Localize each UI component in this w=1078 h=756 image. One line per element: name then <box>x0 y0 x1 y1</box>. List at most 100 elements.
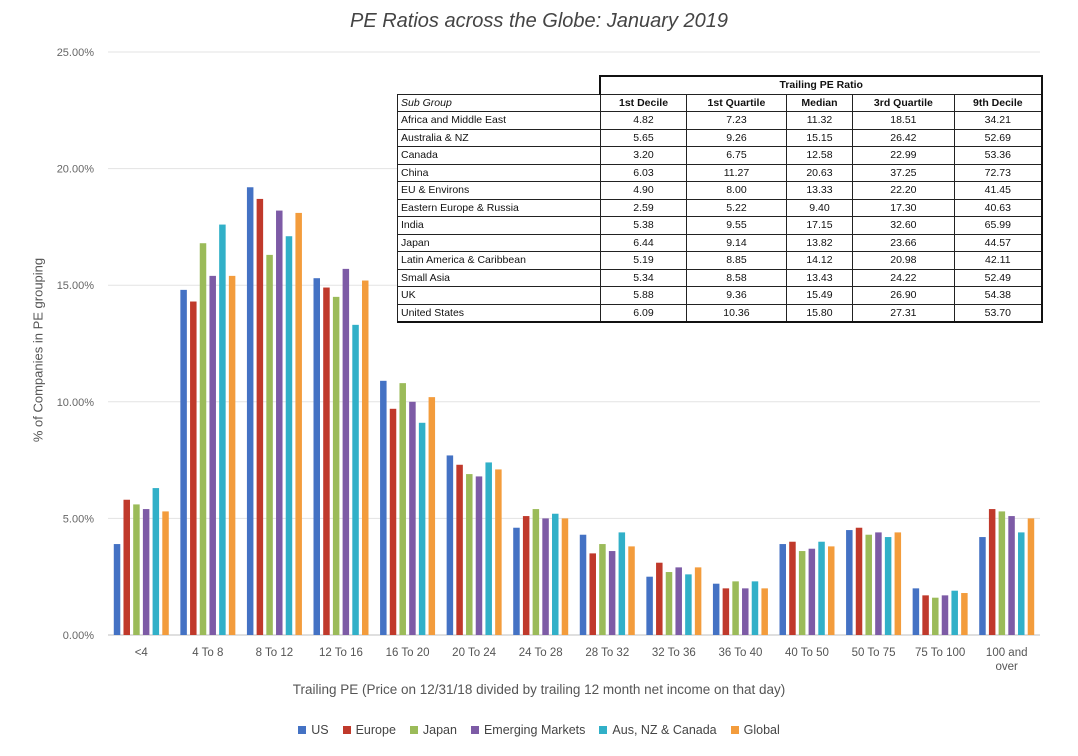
x-axis-label: Trailing PE (Price on 12/31/18 divided b… <box>292 682 786 697</box>
table-cell: 10.36 <box>686 303 787 323</box>
bar <box>362 280 369 635</box>
table-cell: 40.63 <box>953 198 1043 217</box>
legend-swatch <box>730 726 739 734</box>
bar <box>409 401 416 635</box>
bar <box>722 588 730 635</box>
y-tick-label: 25.00% <box>57 47 95 59</box>
table-cell: 9.55 <box>686 216 787 235</box>
bar <box>789 541 796 635</box>
bar <box>579 534 587 635</box>
table-cell: 5.22 <box>686 198 787 217</box>
table-cell: 26.42 <box>852 128 955 147</box>
bar <box>665 572 673 635</box>
table-cell: 23.66 <box>852 233 955 252</box>
bar <box>761 588 768 635</box>
bar <box>456 464 463 635</box>
table-cell: 41.45 <box>953 181 1043 200</box>
legend-swatch <box>599 726 608 734</box>
x-tick-label: 50 To 75 <box>852 647 896 659</box>
bar <box>912 588 920 635</box>
bar <box>798 551 806 635</box>
legend-item: Emerging Markets <box>470 723 585 737</box>
table-cell: 65.99 <box>953 216 1043 235</box>
bar <box>618 532 626 635</box>
table-cell: 9.26 <box>686 128 787 147</box>
bar <box>751 581 759 635</box>
bar <box>142 509 150 635</box>
table-cell: 14.12 <box>785 251 854 270</box>
legend-label: Aus, NZ & Canada <box>612 723 717 737</box>
table-row-name: China <box>397 163 601 182</box>
bar <box>818 541 825 635</box>
table-row: Africa and Middle East 4.82 7.23 11.32 18.51… <box>397 111 1043 130</box>
bar <box>495 469 502 635</box>
table-cell: 13.43 <box>785 268 854 287</box>
table-row: India 5.38 9.55 17.15 32.60 65.99 <box>397 216 1043 235</box>
table-cell: 3.20 <box>599 146 688 165</box>
x-tick-label: 12 To 16 <box>319 647 363 659</box>
table-cell: 13.82 <box>785 233 854 252</box>
bar <box>865 534 872 635</box>
bar <box>589 553 596 635</box>
bar <box>228 275 236 635</box>
table-cell: 18.51 <box>852 111 955 130</box>
bar <box>742 588 749 635</box>
bar <box>675 567 682 635</box>
bar <box>884 537 892 635</box>
table-cell: 5.38 <box>599 216 688 235</box>
table-cell: 52.69 <box>953 128 1043 147</box>
table-row-name: Canada <box>397 146 601 165</box>
table-row-name: Eastern Europe & Russia <box>397 198 601 217</box>
bar <box>542 518 549 635</box>
table-cell: 42.11 <box>953 251 1043 270</box>
table-row: Latin America & Caribbean 5.19 8.85 14.12 20… <box>397 251 1043 270</box>
x-tick-label: 4 To 8 <box>192 647 223 659</box>
bar <box>646 576 653 635</box>
table-column-header: 9th Decile <box>953 93 1043 112</box>
legend-item: Europe <box>342 723 396 737</box>
table-row: Japan 6.44 9.14 13.82 23.66 44.57 <box>397 233 1043 252</box>
bar <box>276 210 283 636</box>
bar <box>779 544 786 635</box>
table-cell: 24.22 <box>852 268 955 287</box>
y-tick-label: 5.00% <box>63 513 94 525</box>
bar <box>219 224 226 635</box>
bar <box>828 546 835 635</box>
table-column-header: Median <box>785 93 854 112</box>
table-row: EU & Environs 4.90 8.00 13.33 22.20 41.45 <box>397 181 1043 200</box>
bar <box>323 287 330 635</box>
table-row: Canada 3.20 6.75 12.58 22.99 53.36 <box>397 146 1043 165</box>
y-axis-label: % of Companies in PE grouping <box>30 257 46 443</box>
legend-label: Global <box>743 723 780 737</box>
table-corner <box>398 76 601 94</box>
table-cell: 17.15 <box>785 216 854 235</box>
table-cell: 20.63 <box>785 163 854 182</box>
x-tick-label: 8 To 12 <box>256 647 294 659</box>
bar <box>152 488 160 635</box>
legend-label: Europe <box>355 723 396 737</box>
bar <box>332 296 340 635</box>
bar <box>951 590 958 635</box>
y-tick-label: 0.00% <box>63 630 94 642</box>
bar <box>1027 518 1035 635</box>
table-cell: 52.49 <box>953 268 1043 287</box>
table-cell: 5.19 <box>599 251 688 270</box>
table-cell: 6.09 <box>599 303 688 323</box>
pe-ratio-table: Trailing PE Ratio Sub Group 1st Decile 1s… <box>397 75 1043 323</box>
table-cell: 26.90 <box>852 286 955 305</box>
table-cell: 20.98 <box>852 251 955 270</box>
table-cell: 4.82 <box>599 111 688 130</box>
table-cell: 9.40 <box>785 198 854 217</box>
table-cell: 5.88 <box>599 286 688 305</box>
x-tick-label: 40 To 50 <box>785 647 829 659</box>
bar <box>561 518 569 635</box>
x-tick-label: 100 and over <box>986 647 1028 673</box>
table-cell: 7.23 <box>686 111 787 130</box>
x-tick-label: 28 To 32 <box>585 647 629 659</box>
bar <box>532 509 540 635</box>
table-cell: 4.90 <box>599 181 688 200</box>
table-cell: 72.73 <box>953 163 1043 182</box>
table-cell: 44.57 <box>953 233 1043 252</box>
legend-item: Aus, NZ & Canada <box>599 723 717 737</box>
table-cell: 27.31 <box>852 303 955 323</box>
